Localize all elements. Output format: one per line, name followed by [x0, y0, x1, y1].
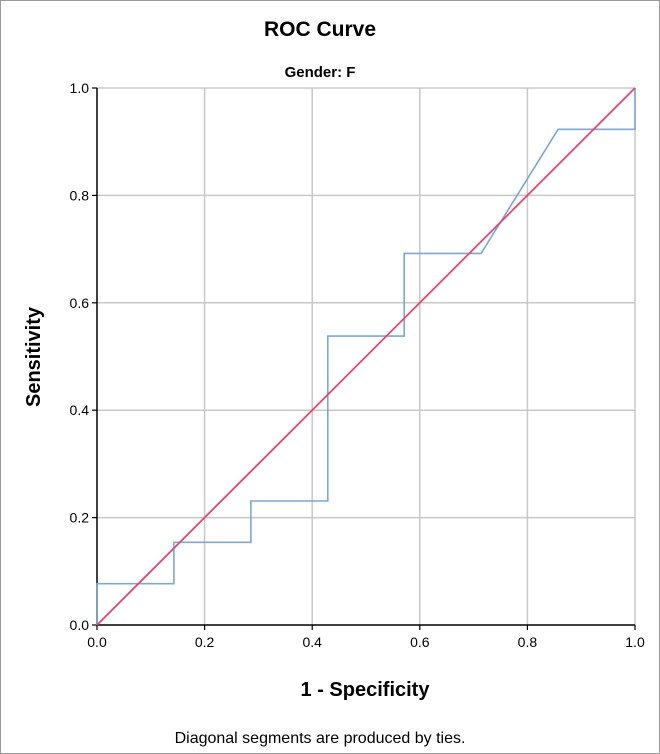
chart-subtitle: Gender: F — [285, 64, 356, 81]
x-tick-label: 0.4 — [302, 634, 322, 650]
y-axis-label: Sensitivity — [23, 306, 45, 407]
y-tick-label: 0.0 — [70, 617, 90, 633]
x-tick-label: 0.0 — [87, 634, 107, 650]
y-tick-label: 0.6 — [70, 295, 90, 311]
y-tick-label: 1.0 — [70, 80, 90, 96]
y-tick-label: 0.8 — [70, 187, 90, 203]
x-tick-label: 0.8 — [518, 634, 538, 650]
x-tick-label: 0.6 — [410, 634, 430, 650]
grid — [97, 87, 636, 625]
reference-diagonal-line — [96, 87, 636, 626]
chart-footnote: Diagonal segments are produced by ties. — [175, 730, 466, 747]
roc-curve-line — [96, 88, 636, 625]
axes — [92, 87, 636, 630]
tick-labels: 0.0 0.2 0.4 0.6 0.8 1.0 0.0 0.2 0.4 0.6 0.8 1.0 — [70, 80, 645, 650]
x-axis-label: 1 - Specificity — [301, 679, 431, 701]
y-tick-label: 0.2 — [70, 510, 90, 526]
series — [96, 87, 636, 626]
chart-title: ROC Curve — [264, 18, 376, 41]
y-tick-label: 0.4 — [70, 402, 90, 418]
x-tick-label: 1.0 — [625, 634, 645, 650]
x-tick-label: 0.2 — [195, 634, 215, 650]
